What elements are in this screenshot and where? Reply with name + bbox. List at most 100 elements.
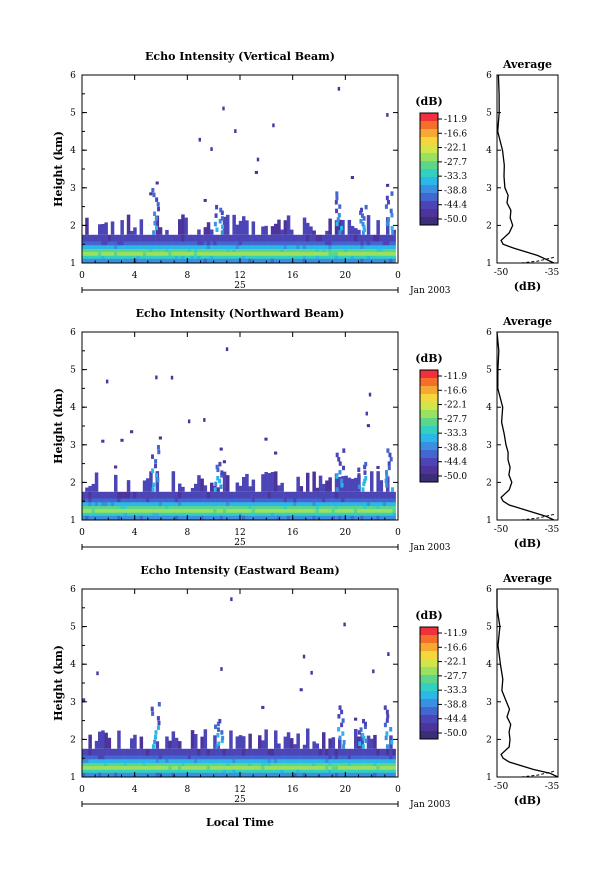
heatmap-cell: [254, 772, 259, 778]
heatmap-cell: [154, 216, 158, 221]
heatmap-cell: [120, 241, 124, 246]
heatmap-cell: [213, 758, 217, 764]
heatmap-cell: [344, 769, 348, 773]
heatmap-cell: [85, 515, 89, 521]
heatmap-cell: [363, 470, 367, 475]
heatmap-cell: [220, 667, 223, 671]
heatmap-cell: [385, 474, 389, 479]
heatmap-cell: [387, 217, 391, 222]
heatmap-cell: [222, 234, 227, 242]
y-axis-label: Height (km): [52, 131, 65, 207]
heatmap-cell: [334, 498, 339, 503]
heatmap-cell: [200, 491, 204, 499]
heatmap-cell: [290, 748, 294, 756]
heatmap-cell: [350, 225, 355, 235]
heatmap-cell: [242, 772, 246, 778]
heatmap-cell: [357, 498, 361, 503]
heatmap-cell: [91, 515, 96, 521]
heatmap-cell: [210, 512, 214, 516]
heatmap-cell: [146, 508, 150, 513]
colorbar-swatch: [420, 386, 438, 395]
heatmap-cell: [283, 248, 288, 253]
heatmap-cell: [254, 512, 259, 516]
heatmap-cell: [219, 748, 224, 756]
heatmap-cell: [242, 241, 246, 246]
profile-x-tick-label: -50: [494, 525, 509, 535]
heatmap-cell: [387, 465, 391, 471]
heatmap-cell: [156, 202, 160, 207]
heatmap-cell: [187, 505, 192, 510]
heatmap-cell: [331, 255, 336, 259]
heatmap-cell: [94, 491, 99, 499]
heatmap-cell: [350, 255, 355, 259]
heatmap-cell: [274, 491, 278, 499]
heatmap-cell: [373, 508, 377, 513]
heatmap-cell: [245, 498, 249, 503]
heatmap-cell: [142, 234, 147, 242]
heatmap-cell: [264, 765, 268, 770]
heatmap-cell: [360, 258, 364, 264]
heatmap-cell: [290, 772, 294, 778]
heatmap-cell: [114, 515, 118, 521]
panel-1: Echo Intensity (Northward Beam)123456Hei…: [52, 307, 560, 553]
heatmap-cell: [85, 512, 89, 516]
heatmap-cell: [299, 765, 304, 770]
date-label: Jan 2003: [409, 286, 451, 296]
heatmap-cell: [206, 244, 211, 250]
heatmap-cell: [350, 248, 355, 253]
profile-x-tick-label: -35: [545, 782, 560, 792]
heatmap-cell: [258, 251, 262, 256]
heatmap-cell: [91, 501, 96, 507]
heatmap-cell: [261, 244, 265, 250]
heatmap-cell: [197, 515, 201, 521]
heatmap-cell: [117, 258, 121, 264]
heatmap-cell: [302, 217, 307, 235]
colorbar-swatch: [420, 651, 438, 660]
heatmap-cell: [302, 755, 307, 760]
heatmap-cell: [350, 234, 355, 242]
colorbar-unit: (dB): [415, 95, 442, 108]
heatmap-cell: [337, 86, 341, 91]
heatmap-cell: [318, 258, 323, 264]
heatmap-cell: [155, 255, 160, 259]
heatmap-cell: [373, 501, 377, 507]
heatmap-cell: [357, 762, 361, 767]
heatmap-cell: [242, 762, 246, 767]
heatmap-cell: [232, 251, 236, 256]
heatmap-cell: [85, 258, 89, 264]
heatmap-cell: [101, 769, 105, 773]
heatmap-cell: [264, 755, 268, 760]
heatmap-cell: [206, 248, 211, 253]
heatmap-cell: [213, 515, 217, 521]
heatmap-cell: [347, 515, 352, 521]
heatmap-cell: [341, 772, 345, 778]
heatmap-cell: [370, 508, 374, 513]
heatmap-cell: [216, 765, 220, 770]
heatmap-cell: [104, 251, 108, 256]
heatmap-cell: [91, 505, 96, 510]
heatmap-cell: [286, 765, 291, 770]
heatmap-cell: [82, 765, 86, 770]
heatmap-cell: [344, 762, 348, 767]
heatmap-cell: [149, 244, 153, 250]
heatmap-cell: [341, 769, 345, 773]
heatmap-cell: [184, 491, 188, 499]
heatmap-cell: [302, 505, 307, 510]
heatmap-cell: [82, 515, 86, 521]
heatmap-cell: [217, 741, 221, 746]
heatmap-cell: [299, 244, 304, 250]
heatmap-cell: [354, 228, 358, 235]
heatmap-cell: [184, 765, 188, 770]
heatmap-cell: [165, 258, 169, 264]
heatmap-cell: [322, 491, 326, 499]
heatmap-cell: [315, 772, 320, 778]
heatmap-cell: [203, 748, 208, 756]
heatmap-cell: [158, 255, 163, 259]
heatmap-cell: [302, 241, 307, 246]
heatmap-cell: [277, 234, 281, 242]
y-tick-label: 4: [70, 403, 76, 413]
heatmap-cell: [264, 251, 268, 256]
heatmap-cell: [264, 501, 268, 507]
heatmap-cell: [283, 755, 288, 760]
heatmap-cell: [360, 512, 364, 516]
